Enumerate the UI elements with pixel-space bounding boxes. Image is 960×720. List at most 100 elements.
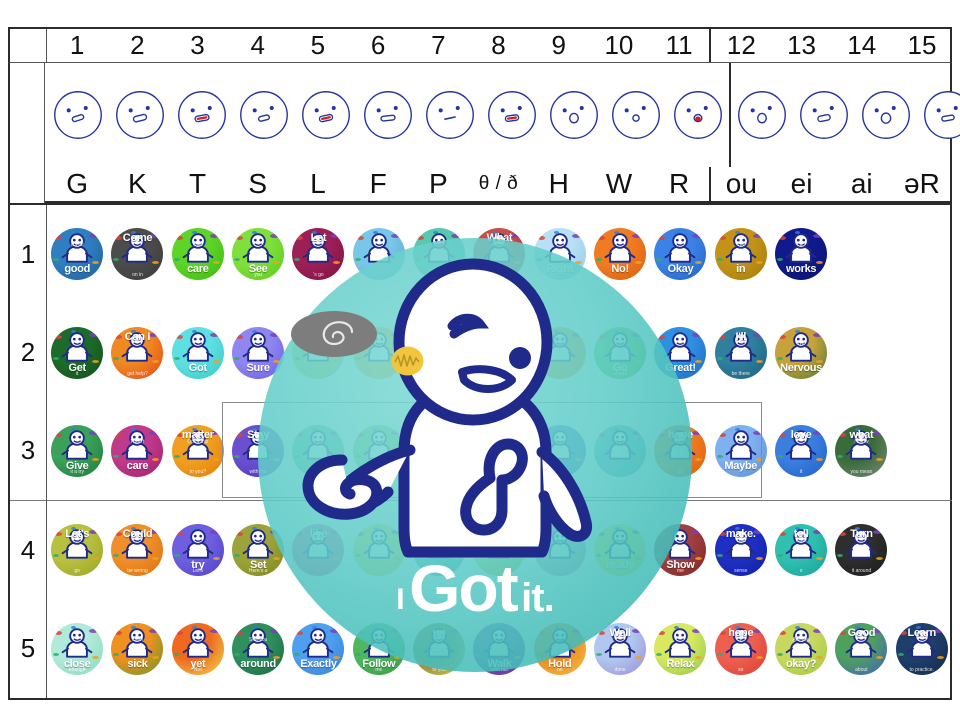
sticker-cell[interactable]: Come on in [107, 205, 167, 304]
phrase-sticker-badge[interactable]: yet Not [171, 622, 224, 675]
sticker-cell[interactable]: Are you okay? [771, 599, 831, 698]
phrase-sticker-badge[interactable]: See you [232, 228, 285, 281]
sticker-label: hope [728, 626, 754, 639]
sticker-cell[interactable]: Got [168, 304, 228, 403]
phrase-sticker-badge[interactable]: Relax [654, 622, 707, 675]
sticker-cell[interactable]: Maybe [711, 402, 771, 500]
sticker-label: good [64, 263, 90, 276]
phrase-sticker-badge[interactable]: I'll be there [714, 326, 767, 379]
phrase-sticker-badge[interactable]: It works [775, 228, 828, 281]
phrase-sticker-badge[interactable]: Maybe [714, 424, 767, 477]
phrase-sticker-badge[interactable]: Got [171, 326, 224, 379]
phrase-sticker-badge[interactable]: It's all good [51, 228, 104, 281]
phrase-sticker-badge[interactable]: Does this matter to you? [171, 424, 224, 477]
phrase-sticker-badge[interactable]: I know what you mean [835, 424, 888, 477]
sticker-cell[interactable]: I'll be there [711, 304, 771, 403]
confetti-speck [632, 628, 642, 633]
phrase-sticker-badge[interactable]: That make. sense [714, 524, 767, 577]
phrase-sticker-badge[interactable]: No! [594, 228, 647, 281]
sticker-cell[interactable]: It's all good [47, 205, 107, 304]
sticker-cell[interactable]: Exactly [288, 599, 348, 698]
sticker-subtext-bottom: it around [851, 568, 872, 575]
phrase-sticker-badge[interactable]: Let 's go [292, 228, 345, 281]
sticker-cell[interactable]: Give it a try [47, 402, 107, 500]
sticker-cell[interactable]: Turn it around [831, 501, 891, 600]
mini-stick-figure [665, 627, 696, 658]
phrase-sticker-badge[interactable]: Are you okay? [775, 622, 828, 675]
phrase-sticker-badge[interactable]: close enough [51, 622, 104, 675]
sticker-cell[interactable]: I know what you mean [831, 402, 891, 500]
sticker-label: Could [122, 528, 153, 541]
phrase-sticker-badge[interactable]: Let's go [51, 524, 104, 577]
sticker-cell[interactable]: Good about [831, 599, 891, 698]
column-number-label: 12 [726, 30, 756, 60]
sticker-cell[interactable] [892, 205, 952, 304]
confetti-speck [596, 652, 603, 656]
sticker-cell[interactable]: Learn to practice. [892, 599, 952, 698]
phrase-sticker-badge[interactable]: See you around [232, 622, 285, 675]
sticker-cell[interactable] [831, 304, 891, 403]
confetti-speck [933, 628, 943, 633]
sticker-cell[interactable] [892, 501, 952, 600]
confetti-speck [897, 652, 904, 656]
sticker-cell[interactable] [892, 304, 952, 403]
phoneme-label-cell: əR [892, 167, 952, 201]
sticker-cell[interactable]: Get it [47, 304, 107, 403]
sticker-cell[interactable]: I can tell s [771, 501, 831, 600]
confetti-speck [209, 530, 219, 535]
sticker-cell[interactable]: That make. sense [711, 501, 771, 600]
confetti-speck [779, 532, 787, 537]
phrase-sticker-badge[interactable]: Well done [594, 622, 647, 675]
phrase-sticker-badge[interactable]: try Let's [171, 524, 224, 577]
sticker-cell[interactable]: Relax [650, 599, 710, 698]
sticker-cell[interactable]: Okay [650, 205, 710, 304]
sticker-cell[interactable]: yet Not [168, 599, 228, 698]
confetti-speck [113, 454, 120, 458]
phrase-sticker-badge[interactable]: I don't care [111, 424, 164, 477]
confetti-speck [294, 258, 301, 262]
sticker-cell[interactable]: See you [228, 205, 288, 304]
sticker-cell[interactable]: Let 's go [288, 205, 348, 304]
sticker-cell[interactable] [892, 402, 952, 500]
sticker-cell[interactable]: See you around [228, 599, 288, 698]
sticker-cell[interactable]: Let's go [47, 501, 107, 600]
sticker-cell[interactable]: I don't care [107, 402, 167, 500]
got-it-overlay-sticker[interactable]: I Got it. [258, 238, 692, 672]
phrase-sticker-badge[interactable]: Get it [51, 326, 104, 379]
confetti-speck [252, 231, 258, 235]
sticker-cell[interactable]: I'm in [711, 205, 771, 304]
phrase-sticker-badge[interactable]: Exactly [292, 622, 345, 675]
mouth-shape-face-W [612, 91, 660, 139]
confetti-speck [330, 234, 340, 239]
sticker-cell[interactable]: I'm Nervous [771, 304, 831, 403]
sticker-cell[interactable]: love it [771, 402, 831, 500]
phrase-sticker-badge[interactable]: Come on in [111, 228, 164, 281]
phrase-sticker-badge[interactable]: I feel sick [111, 622, 164, 675]
sticker-cell[interactable]: Take care [168, 205, 228, 304]
phrase-sticker-badge[interactable]: love it [775, 424, 828, 477]
mouth-shape-face-cell [295, 63, 357, 167]
phrase-sticker-badge[interactable]: Turn it around [835, 524, 888, 577]
sticker-cell[interactable] [831, 205, 891, 304]
sticker-cell[interactable]: It works [771, 205, 831, 304]
phrase-sticker-badge[interactable]: Okay [654, 228, 707, 281]
sticker-cell[interactable]: Well done [590, 599, 650, 698]
phrase-sticker-badge[interactable]: Can I get help? [111, 326, 164, 379]
phrase-sticker-badge[interactable]: I'm in [714, 228, 767, 281]
phrase-sticker-badge[interactable]: Learn to practice. [895, 622, 948, 675]
sticker-cell[interactable]: try Let's [168, 501, 228, 600]
phrase-sticker-badge[interactable]: Take care [171, 228, 224, 281]
sticker-cell[interactable]: I feel sick [107, 599, 167, 698]
sticker-cell[interactable]: No! [590, 205, 650, 304]
phrase-sticker-badge[interactable]: Give it a try [51, 424, 104, 477]
phrase-sticker-badge[interactable]: I'm Nervous [775, 326, 828, 379]
phrase-sticker-badge[interactable]: Could be wrong [111, 524, 164, 577]
sticker-cell[interactable]: Does this matter to you? [168, 402, 228, 500]
sticker-cell[interactable]: Could be wrong [107, 501, 167, 600]
sticker-cell[interactable]: close enough [47, 599, 107, 698]
sticker-cell[interactable]: Can I get help? [107, 304, 167, 403]
phrase-sticker-badge[interactable]: Good about [835, 622, 888, 675]
phrase-sticker-badge[interactable]: I can tell s [775, 524, 828, 577]
